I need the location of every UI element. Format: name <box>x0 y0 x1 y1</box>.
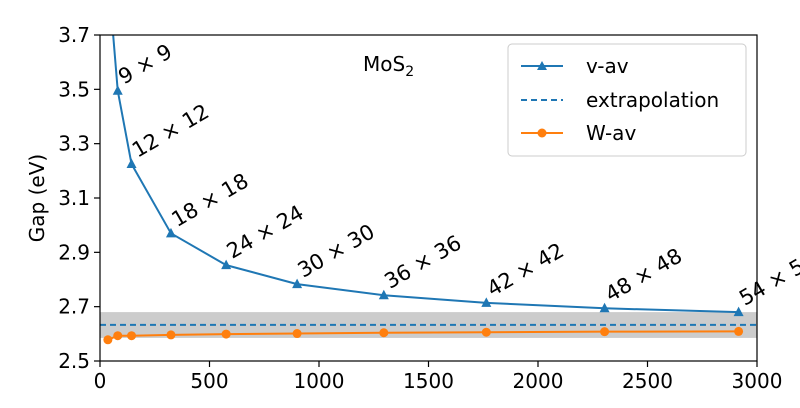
legend-label-extrapolation: extrapolation <box>586 88 719 112</box>
series-v-av-line <box>112 35 739 314</box>
y-tick-label: 3.5 <box>58 77 90 101</box>
x-tick-label: 3000 <box>732 369 783 393</box>
series-v-av-point <box>292 278 303 289</box>
legend-triangle-marker <box>537 61 547 70</box>
y-tick-label: 2.5 <box>58 349 90 373</box>
x-tick-label: 0 <box>94 369 107 393</box>
y-tick-label: 2.7 <box>58 295 90 319</box>
legend-label-w-av: W-av <box>586 121 636 145</box>
point-label-30x30: 30 × 30 <box>294 219 379 282</box>
point-label-54x54: 54 × 54 <box>735 247 800 310</box>
legend-box <box>507 43 747 157</box>
series-v-av-point <box>599 302 610 313</box>
x-tick-label: 500 <box>190 369 228 393</box>
point-label-42x42: 42 × 42 <box>483 238 568 301</box>
legend-entry-w-av: W-av <box>521 121 636 145</box>
series-w-av-point <box>292 329 302 339</box>
series-w-av-point <box>113 331 123 341</box>
series-w-av-point <box>166 330 176 340</box>
series-v-av-point <box>112 85 123 95</box>
series-v-av-point <box>165 227 176 238</box>
series-w-av-point <box>221 329 231 339</box>
series-w-av-point <box>379 328 389 338</box>
point-label-18x18: 18 × 18 <box>167 169 252 232</box>
point-label-12x12: 12 × 12 <box>128 99 213 162</box>
point-label-9x9: 9 × 9 <box>114 39 176 89</box>
y-tick-label: 3.7 <box>58 23 90 47</box>
series-v-av-point <box>733 306 744 317</box>
series-v-av-point <box>378 289 389 300</box>
y-tick-label: 3.1 <box>58 186 90 210</box>
x-tick-label: 2000 <box>513 369 564 393</box>
x-tick-label: 1000 <box>294 369 345 393</box>
y-tick-label: 3.3 <box>58 132 90 156</box>
legend-entry-v-av: v-av <box>521 54 629 78</box>
y-axis-label: Gap (eV) <box>25 154 49 242</box>
series-v-av-point <box>221 259 232 270</box>
series-w-av-point <box>103 335 113 345</box>
x-tick-label: 2500 <box>622 369 673 393</box>
point-label-36x36: 36 × 36 <box>380 231 465 294</box>
series-v-av-point <box>481 297 492 307</box>
series-w-av-point <box>481 327 491 337</box>
series-w-av-point <box>600 327 610 337</box>
series-v-av-point <box>126 158 137 169</box>
legend-entry-extrapolation: extrapolation <box>521 88 719 112</box>
y-tick-label: 2.9 <box>58 240 90 264</box>
point-label-24x24: 24 × 24 <box>223 200 308 263</box>
legend-label-v-av: v-av <box>586 54 629 78</box>
mos2-annotation: MoS2 <box>363 52 414 80</box>
series-w-av-point <box>734 326 744 336</box>
legend: v-av extrapolation W-av <box>507 43 747 157</box>
series-w-av-point <box>127 331 137 341</box>
x-tick-label: 1500 <box>403 369 454 393</box>
legend-circle-marker <box>537 128 547 138</box>
series-w-av-line <box>107 330 739 341</box>
point-label-48x48: 48 × 48 <box>601 244 686 307</box>
